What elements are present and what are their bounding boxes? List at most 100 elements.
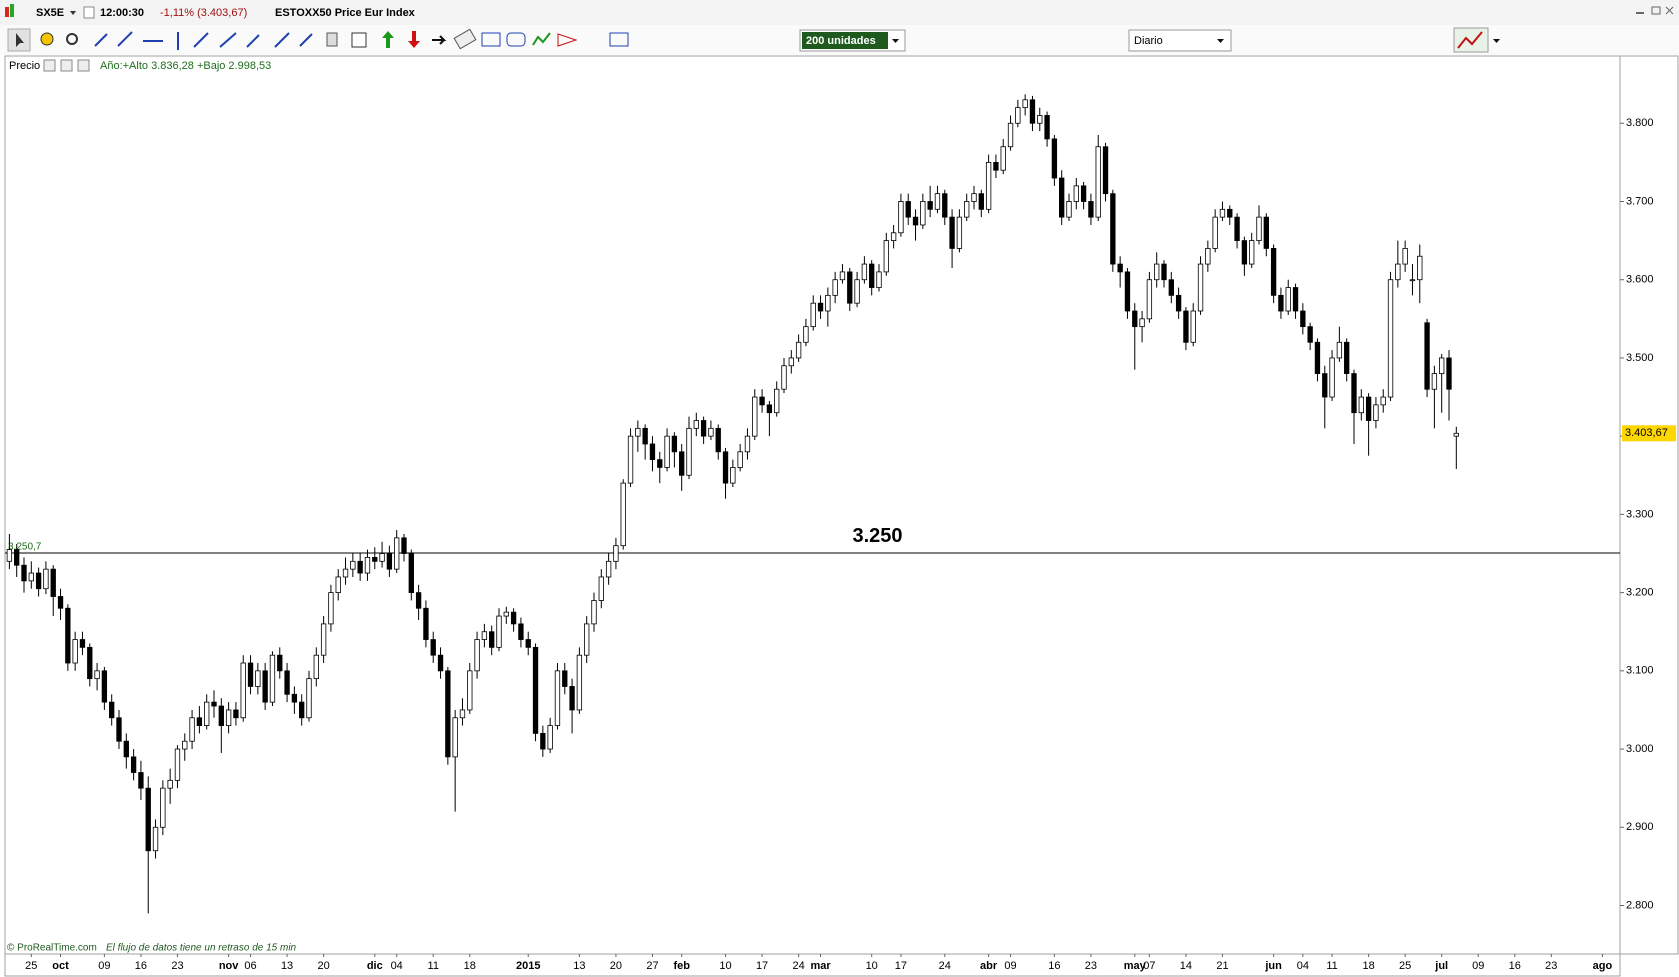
candle-body xyxy=(1446,357,1452,390)
alert-tool[interactable] xyxy=(40,32,54,46)
candle-body xyxy=(445,670,451,758)
minimize-button[interactable] xyxy=(1636,12,1644,14)
y-tick-label: 2.900 xyxy=(1626,821,1654,833)
size-select-field xyxy=(802,32,888,49)
candle-body xyxy=(686,427,692,476)
candle-body xyxy=(971,193,977,202)
text-tool[interactable] xyxy=(351,32,367,48)
candle-body xyxy=(269,654,276,703)
candle-body xyxy=(1022,99,1028,109)
candle-body xyxy=(386,553,393,570)
candle-body xyxy=(927,201,933,210)
candle-body xyxy=(372,557,378,562)
symbol-dropdown[interactable] xyxy=(70,11,76,15)
candle-body xyxy=(6,549,13,562)
candle-body xyxy=(1424,322,1430,390)
clock: 12:00:30 xyxy=(100,7,144,19)
drawing-tools[interactable] xyxy=(94,31,313,50)
candle-body xyxy=(1322,373,1328,398)
sell-arrow-tool[interactable] xyxy=(408,31,420,48)
app-icon xyxy=(5,7,9,17)
candle-body xyxy=(240,662,246,719)
candle-body xyxy=(57,596,64,609)
indicator-icon xyxy=(1457,31,1483,49)
close-button[interactable] xyxy=(1665,6,1674,15)
indicator-button[interactable] xyxy=(1453,27,1489,53)
x-tick-label: 27 xyxy=(646,960,658,972)
candle-body xyxy=(204,701,210,726)
candle-body xyxy=(657,459,663,468)
zoom-tool[interactable] xyxy=(66,33,78,45)
fan-tool[interactable] xyxy=(557,33,578,47)
candle-body xyxy=(1336,341,1343,359)
candle-body xyxy=(934,193,941,210)
x-tick-label: dic xyxy=(367,960,383,972)
title-bar xyxy=(0,0,1679,25)
candle-body xyxy=(1439,357,1445,374)
percent-tool[interactable] xyxy=(609,32,629,47)
ruler-tool[interactable] xyxy=(453,28,477,50)
candle-body xyxy=(437,654,444,672)
rectangle-tool[interactable] xyxy=(481,32,501,47)
candle-body xyxy=(313,654,319,680)
panel-button[interactable] xyxy=(60,59,73,72)
candle-body xyxy=(35,572,42,590)
candle-body xyxy=(854,279,860,304)
candle-body xyxy=(1015,107,1021,124)
y-tick-label: 2.800 xyxy=(1626,899,1654,911)
x-tick-label: 13 xyxy=(281,960,293,972)
candle-body xyxy=(1417,255,1423,281)
candle-body xyxy=(1300,310,1306,328)
x-tick-label: feb xyxy=(673,960,690,972)
candle-body xyxy=(1285,287,1291,312)
candle-body xyxy=(1183,310,1189,343)
x-tick-label: 14 xyxy=(1180,960,1192,972)
candle-body xyxy=(320,623,327,656)
candle-body xyxy=(510,611,517,625)
candle-body xyxy=(233,709,239,719)
candle-body xyxy=(613,545,619,562)
candle-body xyxy=(277,654,283,672)
chart-frame xyxy=(4,55,1621,955)
candle-body xyxy=(1395,263,1401,281)
candle-body xyxy=(883,240,889,273)
indicator-arrow[interactable] xyxy=(1493,39,1500,43)
lock-icon[interactable] xyxy=(83,6,95,19)
panel-button[interactable] xyxy=(77,59,90,72)
candle-body xyxy=(817,302,824,312)
x-tick-label: 2015 xyxy=(516,960,540,972)
symbol[interactable]: SX5E xyxy=(36,7,64,19)
candle-body xyxy=(1066,201,1072,218)
candle-body xyxy=(722,451,729,484)
exit-arrow-tool[interactable] xyxy=(432,35,447,45)
candle-body xyxy=(576,654,583,711)
panel-settings[interactable] xyxy=(43,59,56,72)
candle-body xyxy=(1139,318,1145,328)
restore-button[interactable] xyxy=(1651,6,1661,15)
candle-body xyxy=(1409,279,1416,282)
candle-body xyxy=(847,271,853,304)
price-change: -1,11% (3.403,67) xyxy=(160,7,247,19)
candle-body xyxy=(145,787,151,852)
candle-body xyxy=(774,388,780,414)
candle-body xyxy=(1219,208,1226,218)
candle-body xyxy=(14,549,20,566)
trend-tool[interactable] xyxy=(532,32,551,46)
x-tick-label: jun xyxy=(1264,960,1282,972)
x-tick-label: 23 xyxy=(1085,960,1097,972)
candle-body xyxy=(342,568,349,578)
candle-body xyxy=(1380,396,1386,406)
channel-tool[interactable] xyxy=(506,32,526,47)
candle-body xyxy=(1059,177,1065,218)
x-tick-label: jul xyxy=(1434,960,1448,972)
candle-body xyxy=(225,709,232,726)
period-select[interactable] xyxy=(1128,29,1232,52)
delete-tool[interactable] xyxy=(326,32,338,47)
candle-body xyxy=(1154,263,1160,281)
x-tick-label: 18 xyxy=(1362,960,1374,972)
candle-body xyxy=(189,717,195,742)
x-tick-label: may xyxy=(1124,960,1147,972)
buy-arrow-tool[interactable] xyxy=(382,31,394,48)
candle-body xyxy=(1431,373,1438,390)
